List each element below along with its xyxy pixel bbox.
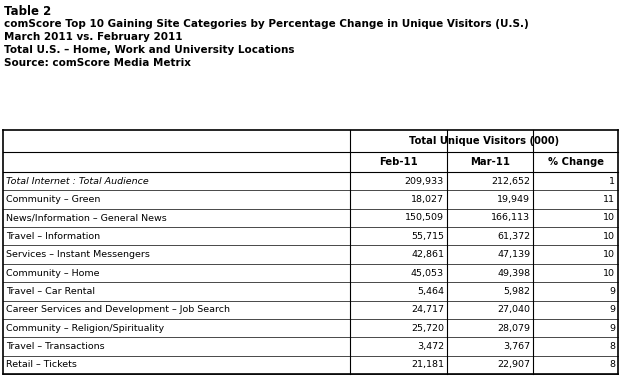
Text: 5,464: 5,464 — [417, 287, 444, 296]
Text: 9: 9 — [609, 305, 615, 314]
Text: Community – Religion/Spirituality: Community – Religion/Spirituality — [6, 324, 164, 333]
Text: 10: 10 — [603, 214, 615, 222]
Text: 10: 10 — [603, 232, 615, 241]
Text: Travel – Information: Travel – Information — [6, 232, 100, 241]
Text: Travel – Car Rental: Travel – Car Rental — [6, 287, 95, 296]
Text: Travel – Transactions: Travel – Transactions — [6, 342, 104, 351]
Text: 55,715: 55,715 — [411, 232, 444, 241]
Text: 8: 8 — [609, 342, 615, 351]
Text: Career Services and Development – Job Search: Career Services and Development – Job Se… — [6, 305, 230, 314]
Text: 10: 10 — [603, 268, 615, 277]
Text: Community – Green: Community – Green — [6, 195, 101, 204]
Text: News/Information – General News: News/Information – General News — [6, 214, 167, 222]
Text: 19,949: 19,949 — [497, 195, 530, 204]
Text: 8: 8 — [609, 360, 615, 369]
Text: Retail – Tickets: Retail – Tickets — [6, 360, 77, 369]
Text: 22,907: 22,907 — [497, 360, 530, 369]
Text: 24,717: 24,717 — [411, 305, 444, 314]
Text: Mar-11: Mar-11 — [470, 157, 510, 167]
Text: Feb-11: Feb-11 — [379, 157, 418, 167]
Text: 5,982: 5,982 — [503, 287, 530, 296]
Text: 1: 1 — [609, 177, 615, 186]
Text: 47,139: 47,139 — [497, 250, 530, 259]
Text: 10: 10 — [603, 250, 615, 259]
Text: Total Unique Visitors (000): Total Unique Visitors (000) — [409, 136, 560, 146]
Text: 28,079: 28,079 — [497, 324, 530, 333]
Text: 3,767: 3,767 — [503, 342, 530, 351]
Text: 150,509: 150,509 — [405, 214, 444, 222]
Text: 212,652: 212,652 — [491, 177, 530, 186]
Text: 45,053: 45,053 — [411, 268, 444, 277]
Text: March 2011 vs. February 2011: March 2011 vs. February 2011 — [4, 32, 183, 42]
Text: Community – Home: Community – Home — [6, 268, 99, 277]
Text: % Change: % Change — [548, 157, 604, 167]
Text: 21,181: 21,181 — [411, 360, 444, 369]
Text: Source: comScore Media Metrix: Source: comScore Media Metrix — [4, 58, 191, 68]
Text: Table 2: Table 2 — [4, 5, 52, 18]
Text: comScore Top 10 Gaining Site Categories by Percentage Change in Unique Visitors : comScore Top 10 Gaining Site Categories … — [4, 19, 528, 29]
Text: 9: 9 — [609, 287, 615, 296]
Text: 11: 11 — [603, 195, 615, 204]
Text: 18,027: 18,027 — [411, 195, 444, 204]
Text: 166,113: 166,113 — [491, 214, 530, 222]
Text: Total Internet : Total Audience: Total Internet : Total Audience — [6, 177, 149, 186]
Text: Services – Instant Messengers: Services – Instant Messengers — [6, 250, 150, 259]
Text: 61,372: 61,372 — [497, 232, 530, 241]
Text: 9: 9 — [609, 324, 615, 333]
Text: 209,933: 209,933 — [405, 177, 444, 186]
Text: 3,472: 3,472 — [417, 342, 444, 351]
Text: 42,861: 42,861 — [411, 250, 444, 259]
Text: 49,398: 49,398 — [497, 268, 530, 277]
Text: Total U.S. – Home, Work and University Locations: Total U.S. – Home, Work and University L… — [4, 45, 294, 55]
Text: 25,720: 25,720 — [411, 324, 444, 333]
Text: 27,040: 27,040 — [497, 305, 530, 314]
